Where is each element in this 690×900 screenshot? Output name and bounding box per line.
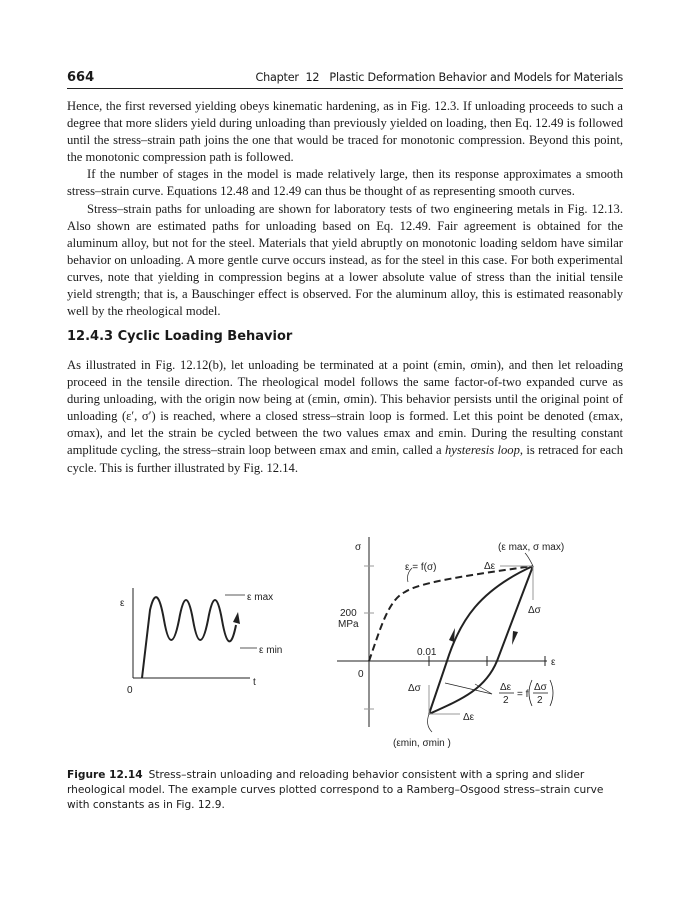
delta-strain-label: Δε [463,712,475,723]
strain-time-plot [132,588,257,679]
caption-label: Figure 12.14 [67,769,143,781]
loop-lower-branch [428,565,534,715]
arrow-icon [449,628,455,642]
stress-tick-label: 200 [340,608,357,619]
delta-stress-label: Δσ [528,605,542,616]
max-label: ε max [247,592,273,603]
svg-text:Δε: Δε [500,682,512,693]
paragraph: As illustrated in Fig. 12.12(b), let unl… [67,357,623,477]
running-header: 664 Chapter 12 Plastic Deformation Behav… [67,70,623,89]
svg-text:2: 2 [503,695,509,706]
loop-upper-branch [428,565,534,715]
chapter-title: Chapter 12 Plastic Deformation Behavior … [255,71,623,84]
delta-stress-label: Δσ [408,683,422,694]
section-body: As illustrated in Fig. 12.12(b), let unl… [67,357,623,477]
text-run: As illustrated in Fig. 12.12(b), let unl… [67,358,623,458]
svg-text:Δσ: Δσ [534,682,548,693]
loop-equation: Δε 2 = f Δσ 2 [499,679,554,707]
y-axis-label: σ [355,542,362,553]
paragraph: Stress–strain paths for unloading are sh… [67,201,623,319]
max-point-label: (ε max, σ max) [498,542,564,553]
x-axis-label: t [253,677,256,688]
section-heading: 12.4.3 Cyclic Loading Behavior [67,329,293,344]
svg-text:= f: = f [517,689,529,700]
page-number: 664 [67,70,95,85]
strain-tick-label: 0.01 [417,647,437,658]
origin-label: 0 [127,685,133,696]
y-axis-label: ε [120,598,125,609]
figure-caption: Figure 12.14 Stress–strain unloading and … [67,768,607,813]
min-point-label: (εmin, σmin ) [393,738,451,749]
paragraph: Hence, the first reversed yielding obeys… [67,99,623,165]
italic-term: hysteresis loop [444,443,520,458]
arrow-icon [512,631,518,645]
origin-label: 0 [358,669,364,680]
arrow-icon [233,612,240,624]
stress-strain-plot [337,537,547,733]
body-text: Hence, the first reversed yielding obeys… [67,98,623,320]
stress-unit-label: MPa [338,619,359,630]
text-run: , is retraced for each cycle. This is fu… [67,443,624,475]
svg-text:2: 2 [537,695,543,706]
strain-history-curve [141,596,237,679]
x-axis-label: ε [551,657,556,668]
monotonic-curve [368,565,534,662]
delta-strain-label: Δε [484,561,496,572]
curve-label: ε = f(σ) [405,562,436,573]
min-label: ε min [259,645,282,656]
caption-text: Stress–strain unloading and reloading be… [67,769,604,811]
paragraph: If the number of stages in the model is … [67,167,623,199]
